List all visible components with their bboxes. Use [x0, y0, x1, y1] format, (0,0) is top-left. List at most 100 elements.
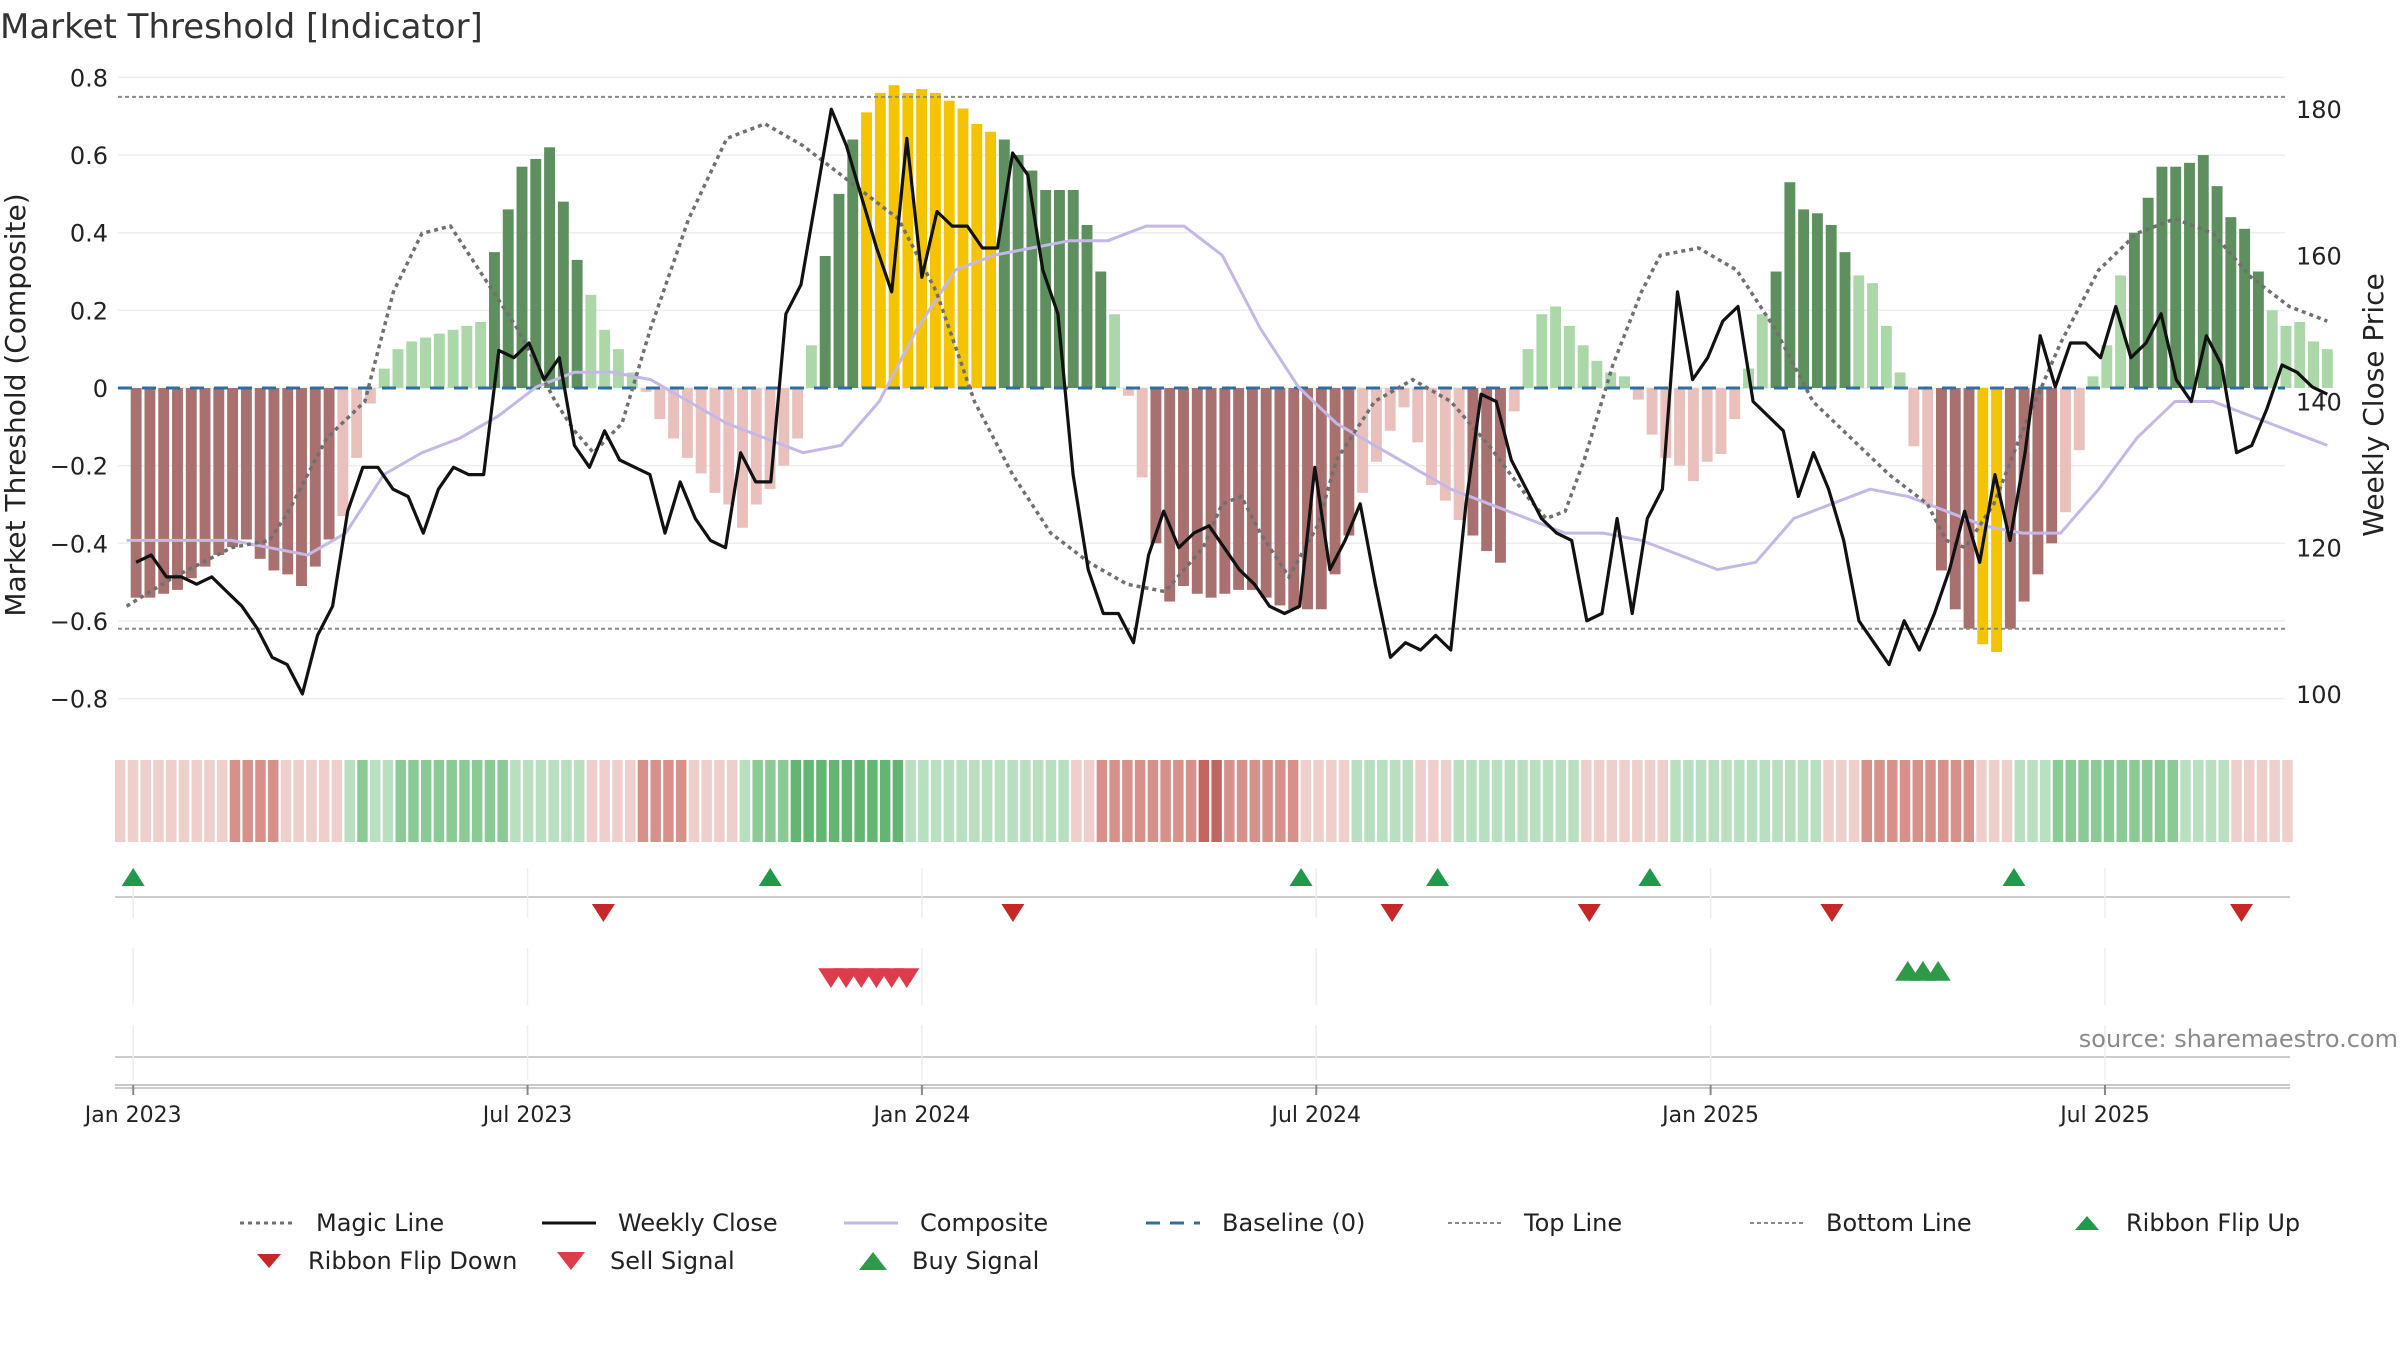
ribbon-cell — [1134, 760, 1146, 842]
composite-bar — [1329, 388, 1341, 575]
ribbon-cell — [1453, 760, 1465, 842]
left-y-axis-label: Market Threshold (Composite) — [0, 193, 32, 616]
legend-baseline: Baseline (0) — [1146, 1204, 1365, 1242]
ribbon-cell — [420, 760, 432, 842]
ribbon-flip-up-marker — [121, 868, 145, 886]
composite-bar — [1536, 314, 1548, 388]
ribbon-cell — [956, 760, 967, 842]
triangle-down-icon — [257, 1254, 281, 1268]
ribbon-cell — [675, 760, 687, 842]
legend-label: Ribbon Flip Down — [308, 1247, 518, 1275]
composite-bar — [1136, 388, 1148, 478]
composite-bar — [1040, 190, 1052, 388]
composite-bar — [1756, 314, 1768, 388]
ribbon-flip-up-marker — [1638, 868, 1662, 886]
ribbon-cell — [1351, 760, 1363, 842]
ribbon-cell — [280, 760, 292, 842]
ribbon-cell — [1632, 760, 1643, 842]
ribbon-cell — [331, 760, 343, 842]
ribbon-cell — [1657, 760, 1669, 842]
composite-bar — [1674, 388, 1686, 466]
composite-bar — [1412, 388, 1424, 443]
legend-magic-line: Magic Line — [240, 1204, 444, 1242]
composite-bar — [599, 329, 611, 388]
weekly-close-line — [135, 107, 2328, 696]
legend-label: Ribbon Flip Up — [2126, 1209, 2301, 1237]
composite-bar — [2087, 376, 2099, 388]
composite-bar — [1508, 388, 1520, 412]
ribbon-cell — [943, 760, 955, 842]
composite-bar — [1853, 275, 1865, 388]
ribbon-cell — [1644, 760, 1656, 842]
composite-bar — [1839, 252, 1851, 388]
composite-bar — [1770, 271, 1782, 388]
composite-bar — [323, 388, 335, 540]
composite-bar — [392, 349, 404, 388]
composite-bar — [461, 325, 473, 388]
composite-bar — [971, 124, 983, 388]
ribbon-cell — [1287, 760, 1299, 842]
ribbon-cell — [1224, 760, 1235, 842]
composite-bar — [1577, 345, 1589, 388]
legend-ribbon-flip-down: Ribbon Flip Down — [252, 1242, 517, 1280]
composite-bar — [1439, 388, 1451, 501]
composite-bar — [2280, 325, 2292, 388]
composite-bar — [571, 259, 583, 388]
ribbon-cell — [1874, 760, 1885, 842]
legend-top-line: Top Line — [1448, 1204, 1622, 1242]
composite-bar — [998, 139, 1010, 388]
x-tick-label: Jul 2023 — [481, 1103, 573, 1128]
ribbon-flip-up-marker — [1426, 868, 1450, 886]
legend-label: Weekly Close — [618, 1209, 778, 1237]
composite-bar — [1894, 372, 1906, 388]
legend-composite: Composite — [844, 1204, 1048, 1242]
ribbon-cell — [816, 760, 827, 842]
composite-bar — [337, 388, 349, 517]
ribbon-cell — [497, 760, 508, 842]
legend-weekly-close: Weekly Close — [542, 1204, 778, 1242]
composite-bar — [819, 256, 831, 388]
ribbon-cell — [1568, 760, 1579, 842]
legend-label: Buy Signal — [912, 1247, 1040, 1275]
composite-bar — [874, 92, 886, 389]
ribbon-cell — [1772, 760, 1783, 842]
ribbon-cell — [930, 760, 942, 842]
ribbon-cell — [318, 760, 330, 842]
composite-bar — [861, 112, 872, 389]
ribbon-cell — [229, 760, 241, 842]
ribbon-cell — [433, 760, 445, 842]
ribbon-cell — [1428, 760, 1439, 842]
ribbon-cell — [2142, 760, 2153, 842]
y-tick-label: −0.4 — [50, 530, 108, 558]
composite-bar — [2073, 388, 2085, 451]
composite-bar — [1880, 325, 1892, 388]
ribbon-cell — [1058, 760, 1069, 842]
ribbon-cell — [2154, 760, 2166, 842]
ribbon-cell — [1581, 760, 1592, 842]
ribbon-cell — [1810, 760, 1822, 842]
ribbon-cell — [344, 760, 355, 842]
composite-bar — [1219, 388, 1231, 594]
ribbon-cell — [369, 760, 381, 842]
ribbon-cell — [1670, 760, 1681, 842]
ribbon-cell — [1020, 760, 1031, 842]
legend-label: Magic Line — [316, 1209, 445, 1237]
x-tick-label: Jan 2025 — [1660, 1103, 1759, 1128]
composite-bar — [2197, 155, 2209, 388]
ribbon-cell — [2180, 760, 2191, 842]
x-tick-label: Jan 2024 — [871, 1103, 970, 1128]
composite-bar — [2321, 349, 2333, 388]
ribbon-cell — [1542, 760, 1554, 842]
sell-signal-marker — [894, 968, 920, 988]
ribbon-cell — [1083, 760, 1095, 842]
composite-bar — [1426, 388, 1437, 486]
composite-bar — [1274, 388, 1286, 606]
ribbon-cell — [790, 760, 802, 842]
ribbon-cell — [1708, 760, 1720, 842]
series-lines — [125, 107, 2328, 696]
ribbon-cell — [1759, 760, 1771, 842]
composite-bar — [2294, 322, 2306, 388]
composite-bar — [1825, 224, 1837, 388]
ribbon-cell — [446, 760, 457, 842]
composite-bar — [1288, 388, 1300, 610]
